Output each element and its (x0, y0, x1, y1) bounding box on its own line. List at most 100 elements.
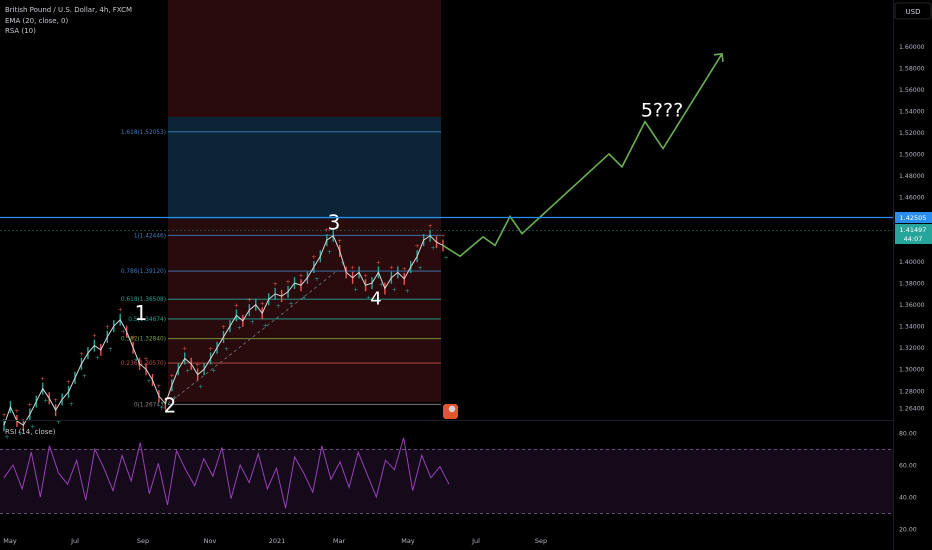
signal-marker-down: + (247, 297, 252, 304)
symbol-title[interactable]: British Pound / U.S. Dollar, 4h, FXCM (5, 6, 133, 14)
signal-marker-up: + (276, 303, 281, 310)
currency-box[interactable] (894, 2, 932, 20)
rsi-line (3, 437, 450, 509)
signal-marker-up: + (4, 434, 9, 441)
signal-marker-down: + (79, 351, 84, 358)
price-tick-label: 1.30000 (899, 367, 925, 374)
time-tick-label: Mar (333, 537, 346, 545)
signal-marker-down: + (376, 259, 381, 266)
wave-labels: 1 2 3 4 5??? (135, 99, 684, 417)
rsi-band (0, 449, 893, 513)
signal-marker-up: + (211, 367, 216, 374)
signal-marker-down: + (286, 279, 291, 286)
price-tick-label: 1.32000 (899, 345, 925, 352)
price-tick-label: 1.58000 (899, 65, 925, 72)
time-axis[interactable]: May Jul Sep Nov 2021 Mar May Jul Sep (3, 537, 547, 545)
signal-marker-up: + (443, 254, 448, 261)
signal-marker-down: + (40, 376, 45, 383)
signal-marker-up: + (237, 324, 242, 331)
price-tick-label: 1.26400 (899, 406, 925, 413)
signal-marker-up: + (366, 294, 371, 301)
signal-marker-up: + (379, 281, 384, 288)
time-tick-label: May (3, 537, 17, 545)
signal-marker-up: + (108, 346, 113, 353)
candle-countdown: 44:07 (904, 235, 923, 243)
signal-marker-down: + (53, 397, 58, 404)
rsi-tick-label: 60.00 (899, 463, 917, 470)
rsi-tick-label: 40.00 (899, 495, 917, 502)
signal-marker-up: + (56, 419, 61, 426)
event-flag-icon[interactable] (443, 404, 458, 419)
ema-indicator-label[interactable]: EMA (20, close, 0) (5, 16, 69, 25)
signal-marker-up: + (121, 329, 126, 336)
signal-marker-up: + (314, 276, 319, 283)
wave-label: 5??? (641, 99, 683, 121)
signal-marker-up: + (327, 249, 332, 256)
signal-marker-up: + (185, 367, 190, 374)
signal-marker-down: + (221, 324, 226, 331)
signal-marker-up: + (289, 301, 294, 308)
signal-marker-up: + (224, 346, 229, 353)
signal-marker-up: + (17, 430, 22, 437)
signal-marker-down: + (363, 272, 368, 279)
signal-marker-down: + (92, 333, 97, 340)
signal-marker-down: + (273, 281, 278, 288)
fib-level-label: 1.618(1.52053) (121, 130, 166, 136)
signal-marker-down: + (324, 227, 329, 234)
signal-marker-down: + (105, 324, 110, 331)
signal-marker-up: + (134, 357, 139, 364)
signal-marker-up: + (30, 423, 35, 430)
signal-marker-up: + (82, 373, 87, 380)
signal-marker-down: + (195, 362, 200, 369)
fib-level-label: 0.236(1.30570) (121, 361, 166, 367)
last-line-badge (895, 212, 932, 223)
signal-marker-down: + (389, 265, 394, 272)
fib-level-label: 0.5(1.34674) (128, 317, 166, 323)
rsi-axis[interactable]: 80.00 60.00 40.00 20.00 (899, 431, 917, 534)
signal-marker-down: + (27, 401, 32, 408)
rsi-label[interactable]: RSI (14, close) (5, 428, 56, 436)
signal-marker-down: + (311, 254, 316, 261)
projection-path (442, 52, 724, 258)
signal-marker-down: + (169, 372, 174, 379)
signal-marker-up: + (198, 384, 203, 391)
price-tick-label: 1.60000 (899, 44, 925, 51)
rsi-tick-label: 20.00 (899, 527, 917, 534)
fib-level-label: 0.382(1.32840) (121, 337, 166, 343)
signal-marker-down: + (415, 243, 420, 250)
price-tick-label: 1.40000 (899, 259, 925, 266)
time-tick-label: 2021 (269, 537, 286, 545)
signal-marker-up: + (392, 287, 397, 294)
signal-marker-down: + (428, 223, 433, 230)
signal-marker-up: + (353, 287, 358, 294)
last-line-value: 1.42505 (900, 214, 927, 222)
signal-marker-down: + (337, 238, 342, 245)
time-tick-label: Sep (535, 537, 547, 545)
signal-marker-down: + (182, 345, 187, 352)
signal-marker-up: + (43, 398, 48, 405)
legend: British Pound / U.S. Dollar, 4h, FXCM EM… (5, 5, 132, 37)
signal-marker-down: + (298, 272, 303, 279)
arrow-head-icon (713, 52, 724, 62)
signal-marker-down: + (234, 302, 239, 309)
time-tick-label: Jul (471, 537, 480, 545)
signal-marker-down: + (208, 345, 213, 352)
signal-marker-up: + (405, 288, 410, 295)
signal-marker-up: + (159, 405, 164, 412)
price-tick-label: 1.52000 (899, 130, 925, 137)
price-tick-label: 1.36000 (899, 302, 925, 309)
signal-marker-down: + (144, 356, 149, 363)
signal-marker-up: + (340, 260, 345, 267)
signal-marker-down: + (440, 232, 445, 239)
currency-label: USD (906, 8, 921, 16)
rsa-indicator-label[interactable]: RSA (10) (5, 27, 36, 35)
signal-marker-up: + (95, 355, 100, 362)
time-tick-label: May (401, 537, 415, 545)
projection-line[interactable] (442, 53, 723, 258)
current-price-badge (895, 224, 932, 244)
price-line (3, 235, 444, 426)
fib-level-label: 1(1.42446) (134, 233, 166, 239)
signal-marker-up: + (250, 319, 255, 326)
price-tick-label: 1.38000 (899, 281, 925, 288)
